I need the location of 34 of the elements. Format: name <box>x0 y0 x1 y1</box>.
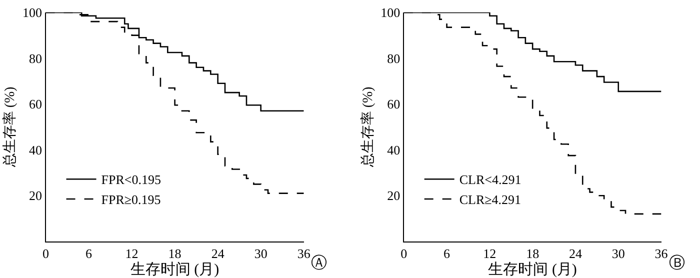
x-tick-label: 30 <box>612 246 625 262</box>
text: Ⓐ <box>311 253 327 272</box>
y-tick-label: 80 <box>29 50 42 66</box>
y-tick-label: 100 <box>380 4 400 20</box>
x-tick-label: 6 <box>86 246 93 262</box>
text: Ⓑ <box>669 253 685 272</box>
y-tick-label: 60 <box>29 96 42 112</box>
x-tick-label: 0 <box>42 246 50 262</box>
x-tick-label: 6 <box>444 246 451 262</box>
x-tick-label: 0 <box>400 246 408 262</box>
x-tick-label: 36 <box>297 246 311 262</box>
x-tick-label: 30 <box>254 246 268 262</box>
x-tick-label: 36 <box>654 246 668 262</box>
y-axis-title: 总生存率 (%) <box>360 86 376 168</box>
y-tick-label: 100 <box>22 4 42 20</box>
legend-label: CLR≥4.291 <box>459 192 522 208</box>
y-tick-label: 60 <box>387 96 400 112</box>
x-tick-label: 18 <box>168 246 182 262</box>
y-tick-label: 20 <box>29 188 42 204</box>
y-tick-label: 40 <box>387 142 400 158</box>
x-tick-label: 24 <box>568 246 582 262</box>
y-axis-title: 总生存率 (%) <box>2 86 18 168</box>
x-tick-label: 12 <box>125 246 138 262</box>
legend-label: CLR<4.291 <box>459 172 522 188</box>
y-tick-label: 80 <box>387 50 400 66</box>
legend-label: FPR<0.195 <box>101 172 161 188</box>
legend-label: FPR≥0.195 <box>101 192 161 208</box>
x-axis-title: 生存时间 (月) <box>130 261 220 278</box>
x-axis-title: 生存时间 (月) <box>488 261 577 278</box>
x-tick-label: 18 <box>526 246 540 262</box>
x-tick-label: 12 <box>483 246 496 262</box>
y-tick-label: 20 <box>387 188 400 204</box>
y-tick-label: 40 <box>29 142 42 158</box>
x-tick-label: 24 <box>211 246 225 262</box>
